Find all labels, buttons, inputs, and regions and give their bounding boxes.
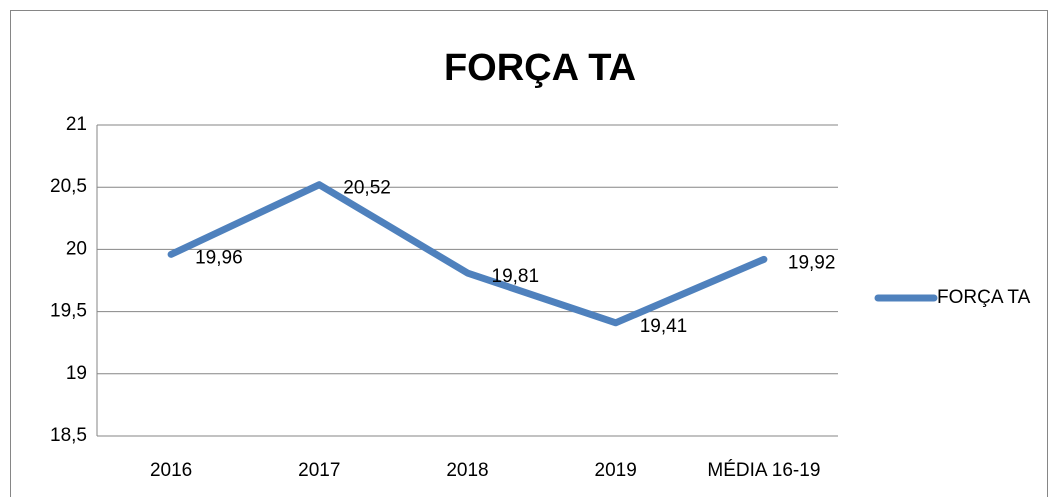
y-tick-label: 21 [66,114,87,135]
y-tick-label: 19 [66,363,87,384]
data-label: 19,41 [640,316,688,337]
x-tick-label: MÉDIA 16-19 [707,460,820,481]
data-label: 19,96 [195,247,243,268]
x-tick-label: 2016 [150,460,192,481]
data-label: 19,81 [492,266,540,287]
data-label: 20,52 [343,178,391,199]
y-tick-label: 20 [66,238,87,259]
legend-label: FORÇA TA [937,287,1031,308]
chart-frame [10,10,1048,497]
x-tick-label: 2019 [595,460,637,481]
x-tick-label: 2018 [446,460,488,481]
chart-title: FORÇA TA [444,47,636,89]
y-tick-label: 20,5 [50,176,87,197]
x-tick-label: 2017 [298,460,340,481]
y-tick-label: 19,5 [50,301,87,322]
line-series [167,181,768,327]
y-tick-label: 18,5 [50,425,87,446]
data-label: 19,92 [788,252,836,273]
